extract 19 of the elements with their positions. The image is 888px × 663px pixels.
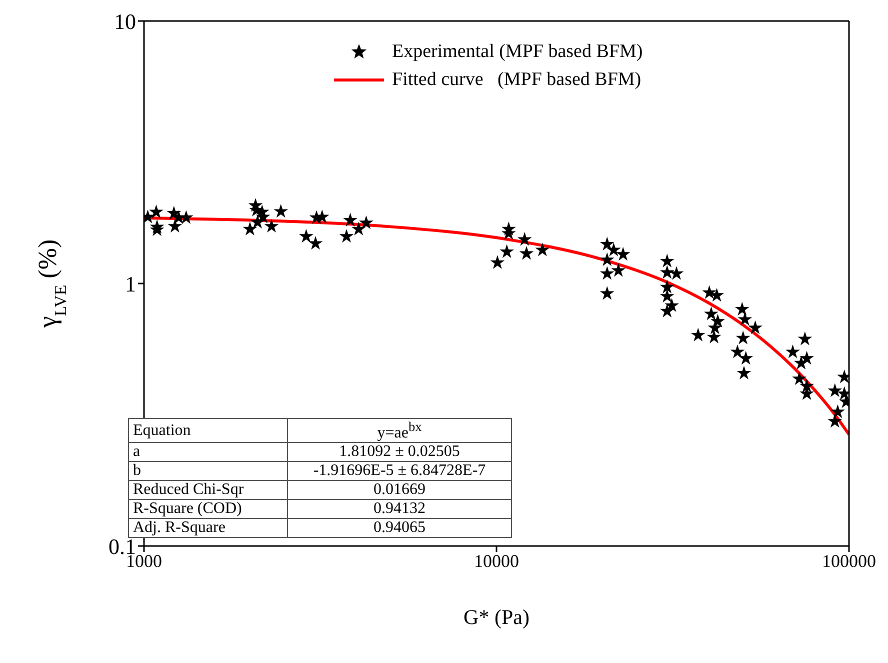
annotation: R-Square (COD) (128, 500, 288, 519)
x-tick-label: 10000 (474, 550, 519, 571)
annotation: -1.91696E-5 ± 6.84728E-7 (288, 462, 512, 481)
x-axis-title: G* (Pa) (464, 605, 530, 629)
y-tick-label: 10 (114, 8, 136, 34)
annotation: Equation (128, 418, 288, 443)
x-tick-label: 100000 (822, 550, 876, 571)
annotation: 0.01669 (288, 480, 512, 500)
y-tick-label: 1 (125, 271, 136, 296)
legend-label: Experimental (MPF based BFM) (392, 41, 643, 63)
annotation: y=ae$^{bx}$ (288, 418, 512, 443)
annotation: 0.94132 (288, 500, 512, 519)
annotation: 0.94065 (288, 518, 512, 538)
text: a (133, 443, 140, 460)
annotation: Reduced Chi-Sqr (128, 480, 288, 500)
legend-label: Fitted curve (MPF based BFM) (392, 69, 642, 91)
text: b (133, 462, 141, 480)
annotation: 1.81092 ± 0.02505 (288, 442, 512, 462)
annotation: Adj. R-Square (128, 518, 288, 538)
